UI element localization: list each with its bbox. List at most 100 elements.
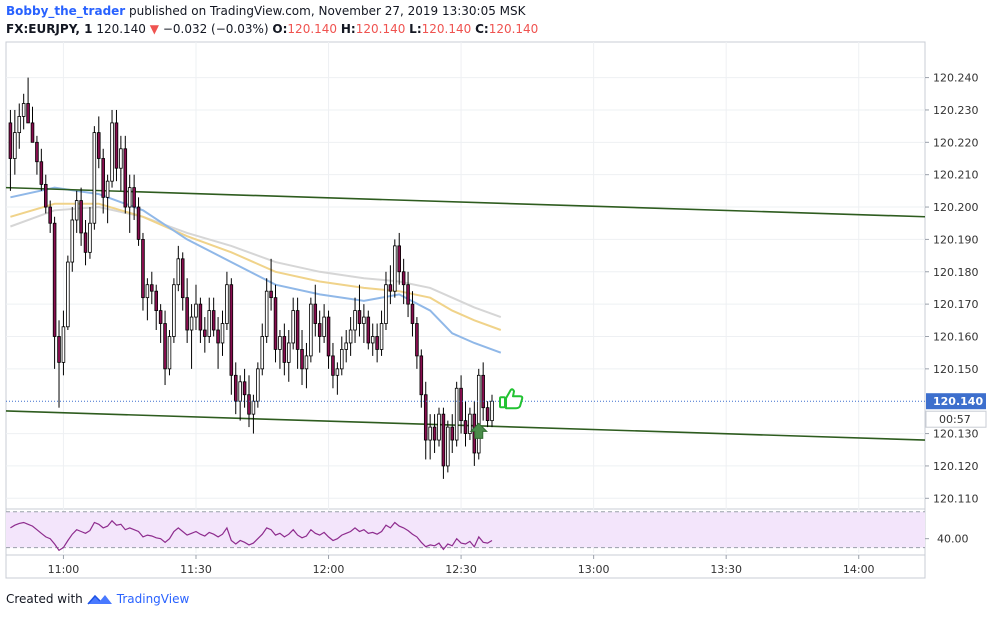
price-change: −0.032 (−0.03%): [162, 22, 269, 36]
tradingview-logo-icon[interactable]: [87, 592, 113, 606]
candle-body: [428, 426, 432, 441]
candle-body: [233, 374, 238, 402]
candle-body: [406, 284, 410, 305]
author-name[interactable]: Bobby_the_trader: [6, 4, 126, 18]
candle-body: [459, 387, 463, 422]
thumbs-up-icon: [499, 388, 524, 410]
tradingview-brand-link[interactable]: TradingView: [116, 592, 190, 606]
candle-body: [225, 284, 229, 324]
candle-body: [450, 426, 455, 441]
time-tick-label: 12:00: [313, 563, 345, 576]
candle-body: [423, 394, 428, 441]
candle-body: [410, 303, 415, 324]
candle-body: [340, 349, 344, 370]
candle-body: [432, 426, 437, 441]
last-price-tag-label: 120.140: [933, 395, 983, 408]
candle-body: [66, 261, 70, 328]
candle-body: [119, 148, 123, 169]
candle-body: [110, 122, 114, 182]
price-tick-label: 120.130: [933, 428, 979, 441]
price-tick-label: 120.160: [933, 330, 979, 343]
price-tick-label: 120.240: [933, 72, 979, 85]
candle-body: [79, 200, 83, 234]
low-label: L:: [409, 22, 422, 36]
candle-body: [198, 303, 203, 331]
candle-body: [348, 329, 353, 344]
candle-body: [463, 420, 468, 434]
candle-body: [362, 316, 366, 324]
candle-body: [366, 316, 371, 344]
candle-body: [370, 336, 375, 344]
time-tick-label: 14:00: [843, 563, 875, 576]
publish-text: published on TradingView.com, November 2…: [129, 4, 526, 18]
candle-body: [295, 310, 300, 350]
candle-body: [278, 336, 282, 350]
ema-yellow-line: [10, 202, 502, 331]
candle-body: [185, 297, 189, 331]
candle-body: [136, 206, 141, 240]
candle-body: [30, 122, 35, 143]
candle-body: [419, 355, 424, 396]
candle-body: [286, 342, 291, 363]
candle-body: [384, 284, 388, 324]
candle-body: [388, 284, 393, 292]
candle-body: [57, 336, 61, 363]
candle-body: [247, 394, 251, 415]
candle-body: [437, 413, 441, 441]
price-tick-label: 120.220: [933, 136, 979, 149]
candle-body: [150, 284, 154, 292]
candle-body: [242, 381, 247, 396]
price-tick-label: 120.150: [933, 363, 979, 376]
candle-body: [401, 271, 406, 286]
candle-body: [17, 116, 22, 134]
rsi-line: [10, 519, 493, 552]
candle-body: [8, 122, 13, 159]
price-tick-label: 120.190: [933, 233, 979, 246]
candle-body: [397, 245, 401, 273]
candle-body: [172, 284, 176, 337]
candle-body: [141, 239, 145, 299]
publish-info: Bobby_the_trader published on TradingVie…: [6, 4, 526, 18]
close-label: C:: [475, 22, 489, 36]
last-price-tag: [926, 393, 986, 410]
candle-body: [490, 400, 494, 422]
candle-body: [154, 290, 158, 311]
candle-body: [39, 161, 44, 185]
high-value: 120.140: [355, 22, 406, 36]
price-tick-label: 120.110: [933, 492, 979, 505]
candle-body: [454, 387, 459, 441]
price-tick-label: 120.200: [933, 201, 979, 214]
candle-body: [207, 310, 212, 337]
candle-body: [446, 426, 450, 467]
candle-body: [481, 374, 485, 409]
candle-body: [194, 303, 198, 318]
candle-body: [317, 323, 322, 337]
candle-body: [269, 290, 273, 299]
candle-body: [353, 310, 357, 331]
candle-body: [127, 187, 132, 208]
candle-body: [123, 148, 128, 208]
candle-body: [145, 284, 150, 299]
open-value: 120.140: [287, 22, 338, 36]
countdown-tag: [925, 410, 987, 428]
candle-body: [88, 222, 92, 253]
candle-body: [313, 303, 318, 324]
candle-body: [74, 200, 79, 221]
candle-body: [52, 222, 57, 337]
candle-body: [251, 400, 256, 415]
candle-body: [344, 342, 348, 350]
candle-body: [393, 245, 397, 292]
candle-body: [331, 355, 335, 376]
price-tick-label: 120.210: [933, 169, 979, 182]
price-tick-label: 120.180: [933, 266, 979, 279]
time-tick-label: 13:30: [710, 563, 742, 576]
candle-body: [260, 336, 265, 370]
candle-body: [158, 310, 163, 324]
time-tick-label: 13:00: [578, 563, 610, 576]
candle-body: [357, 310, 362, 324]
low-value: 120.140: [421, 22, 472, 36]
footer: Created with TradingView: [6, 592, 189, 606]
candle-body: [256, 368, 260, 402]
candle-body: [26, 103, 30, 124]
